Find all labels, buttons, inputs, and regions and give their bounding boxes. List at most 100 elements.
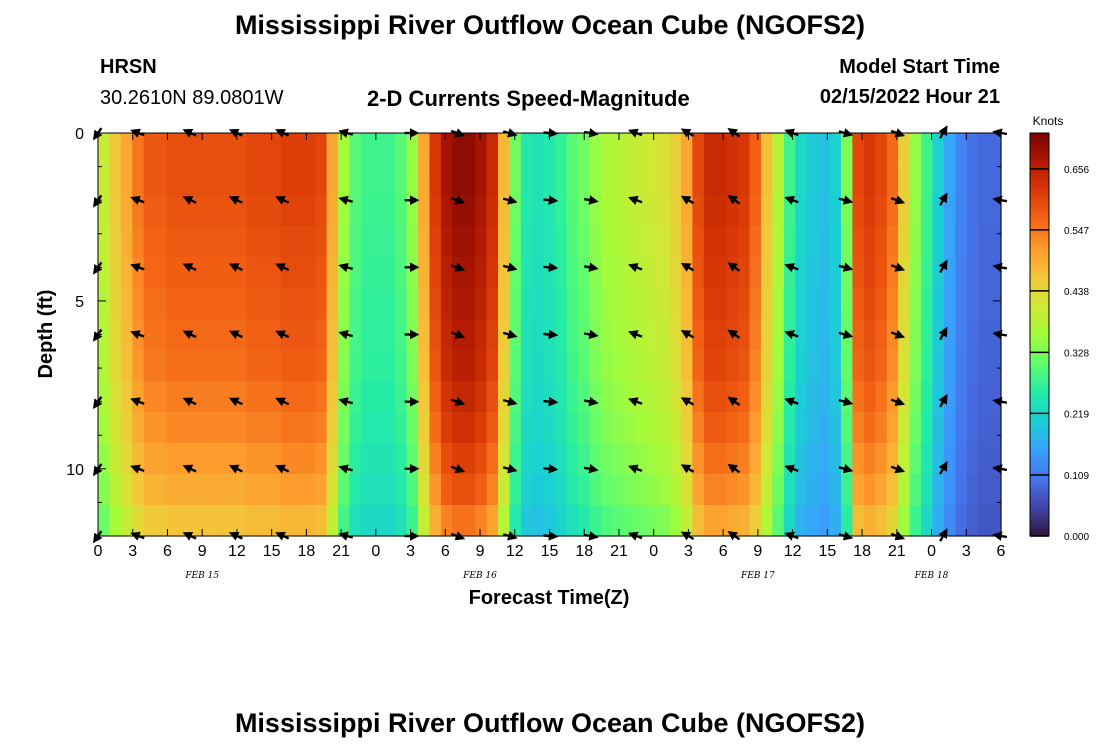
current-arrow bbox=[628, 330, 643, 340]
heatmap-cell bbox=[395, 164, 408, 196]
heatmap-cell bbox=[669, 319, 682, 351]
current-arrow bbox=[502, 329, 518, 339]
heatmap-cell bbox=[463, 133, 476, 165]
x-tick-label: 0 bbox=[371, 543, 380, 560]
heatmap-cell bbox=[452, 350, 465, 382]
heatmap-cell bbox=[475, 381, 488, 413]
colorbar-segment bbox=[1030, 344, 1049, 349]
heatmap-cell bbox=[623, 381, 636, 413]
heatmap-cell bbox=[680, 133, 693, 165]
heatmap-cell bbox=[852, 412, 865, 444]
colorbar-segment bbox=[1030, 277, 1049, 282]
heatmap-cell bbox=[658, 319, 671, 351]
heatmap-cell bbox=[223, 226, 236, 258]
colorbar-tick-label: 0.547 bbox=[1064, 226, 1089, 237]
current-arrow bbox=[450, 195, 466, 205]
heatmap-cell bbox=[829, 474, 842, 506]
heatmap-cell bbox=[898, 474, 911, 506]
heatmap-cell bbox=[486, 443, 499, 475]
heatmap-cell bbox=[246, 195, 259, 227]
heatmap-cell bbox=[155, 195, 168, 227]
heatmap-cell bbox=[440, 226, 453, 258]
heatmap-cell bbox=[978, 443, 991, 475]
heatmap-cell bbox=[132, 350, 145, 382]
heatmap-cell bbox=[920, 257, 934, 289]
heatmap-cell bbox=[463, 443, 476, 475]
heatmap-cell bbox=[212, 474, 225, 506]
heatmap-cell bbox=[932, 412, 945, 444]
heatmap-cell bbox=[840, 412, 853, 444]
heatmap-cell bbox=[326, 226, 339, 258]
heatmap-cell bbox=[669, 195, 682, 227]
heatmap-cell bbox=[258, 133, 271, 165]
heatmap-cell bbox=[955, 257, 968, 289]
heatmap-cell bbox=[258, 505, 271, 537]
heatmap-cell bbox=[269, 288, 282, 320]
heatmap-cell bbox=[646, 319, 659, 351]
heatmap-cell bbox=[395, 133, 408, 165]
heatmap-cell bbox=[783, 288, 796, 320]
heatmap-cell bbox=[738, 319, 751, 351]
x-tick-label: 0 bbox=[94, 543, 103, 560]
heatmap-cell bbox=[463, 505, 476, 537]
colorbar-segment bbox=[1030, 515, 1049, 520]
heatmap-cell bbox=[612, 133, 625, 165]
heatmap-cell bbox=[143, 505, 156, 537]
heatmap-cell bbox=[315, 164, 328, 196]
heatmap-cell bbox=[349, 412, 362, 444]
heatmap-cell bbox=[349, 443, 362, 475]
heatmap-cell bbox=[338, 474, 351, 506]
heatmap-cell bbox=[532, 133, 545, 165]
heatmap-cell bbox=[200, 474, 213, 506]
heatmap-cell bbox=[98, 350, 111, 382]
heatmap-cell bbox=[738, 164, 751, 196]
heatmap-cell bbox=[395, 505, 408, 537]
current-arrow bbox=[727, 262, 741, 272]
heatmap-cell bbox=[703, 164, 716, 196]
colorbar-segment bbox=[1030, 431, 1049, 436]
heatmap-cell bbox=[932, 133, 945, 165]
heatmap-cell bbox=[920, 164, 934, 196]
heatmap-cell bbox=[692, 195, 705, 227]
colorbar-segment bbox=[1030, 284, 1049, 289]
current-arrow bbox=[583, 262, 599, 272]
heatmap-cell bbox=[475, 350, 488, 382]
heatmap-cell bbox=[600, 350, 613, 382]
heatmap-cell bbox=[966, 195, 979, 227]
heatmap-cell bbox=[726, 288, 739, 320]
heatmap-cell bbox=[543, 257, 556, 289]
heatmap-cell bbox=[886, 319, 899, 351]
heatmap-cell bbox=[120, 381, 133, 413]
heatmap-cell bbox=[623, 505, 636, 537]
current-arrow bbox=[727, 329, 741, 339]
heatmap-cell bbox=[223, 319, 236, 351]
heatmap-cell bbox=[383, 443, 396, 475]
heatmap-cell bbox=[372, 195, 385, 227]
current-arrow bbox=[784, 397, 799, 407]
colorbar-segment bbox=[1030, 317, 1049, 322]
heatmap-cell bbox=[806, 133, 819, 165]
heatmap-cell bbox=[966, 133, 979, 165]
colorbar-segment bbox=[1030, 237, 1049, 242]
heatmap-cell bbox=[212, 350, 225, 382]
heatmap-cell bbox=[578, 350, 591, 382]
heatmap-cell bbox=[372, 288, 385, 320]
heatmap-cell bbox=[178, 412, 191, 444]
heatmap-cell bbox=[600, 412, 613, 444]
heatmap-cell bbox=[486, 226, 499, 258]
heatmap-cell bbox=[486, 381, 499, 413]
colorbar-segment bbox=[1030, 378, 1049, 383]
heatmap-cell bbox=[795, 350, 808, 382]
heatmap-cell bbox=[989, 288, 1002, 320]
heatmap-cell bbox=[498, 350, 511, 382]
heatmap-cell bbox=[886, 164, 899, 196]
current-arrow bbox=[130, 397, 145, 407]
heatmap-cell bbox=[795, 133, 808, 165]
heatmap-cell bbox=[966, 226, 979, 258]
heatmap-cell bbox=[852, 226, 865, 258]
heatmap-cell bbox=[360, 133, 373, 165]
heatmap-cell bbox=[475, 133, 488, 165]
heatmap-cell bbox=[749, 381, 762, 413]
heatmap-cell bbox=[338, 164, 351, 196]
colorbar-tick-label: 0.656 bbox=[1064, 165, 1089, 176]
